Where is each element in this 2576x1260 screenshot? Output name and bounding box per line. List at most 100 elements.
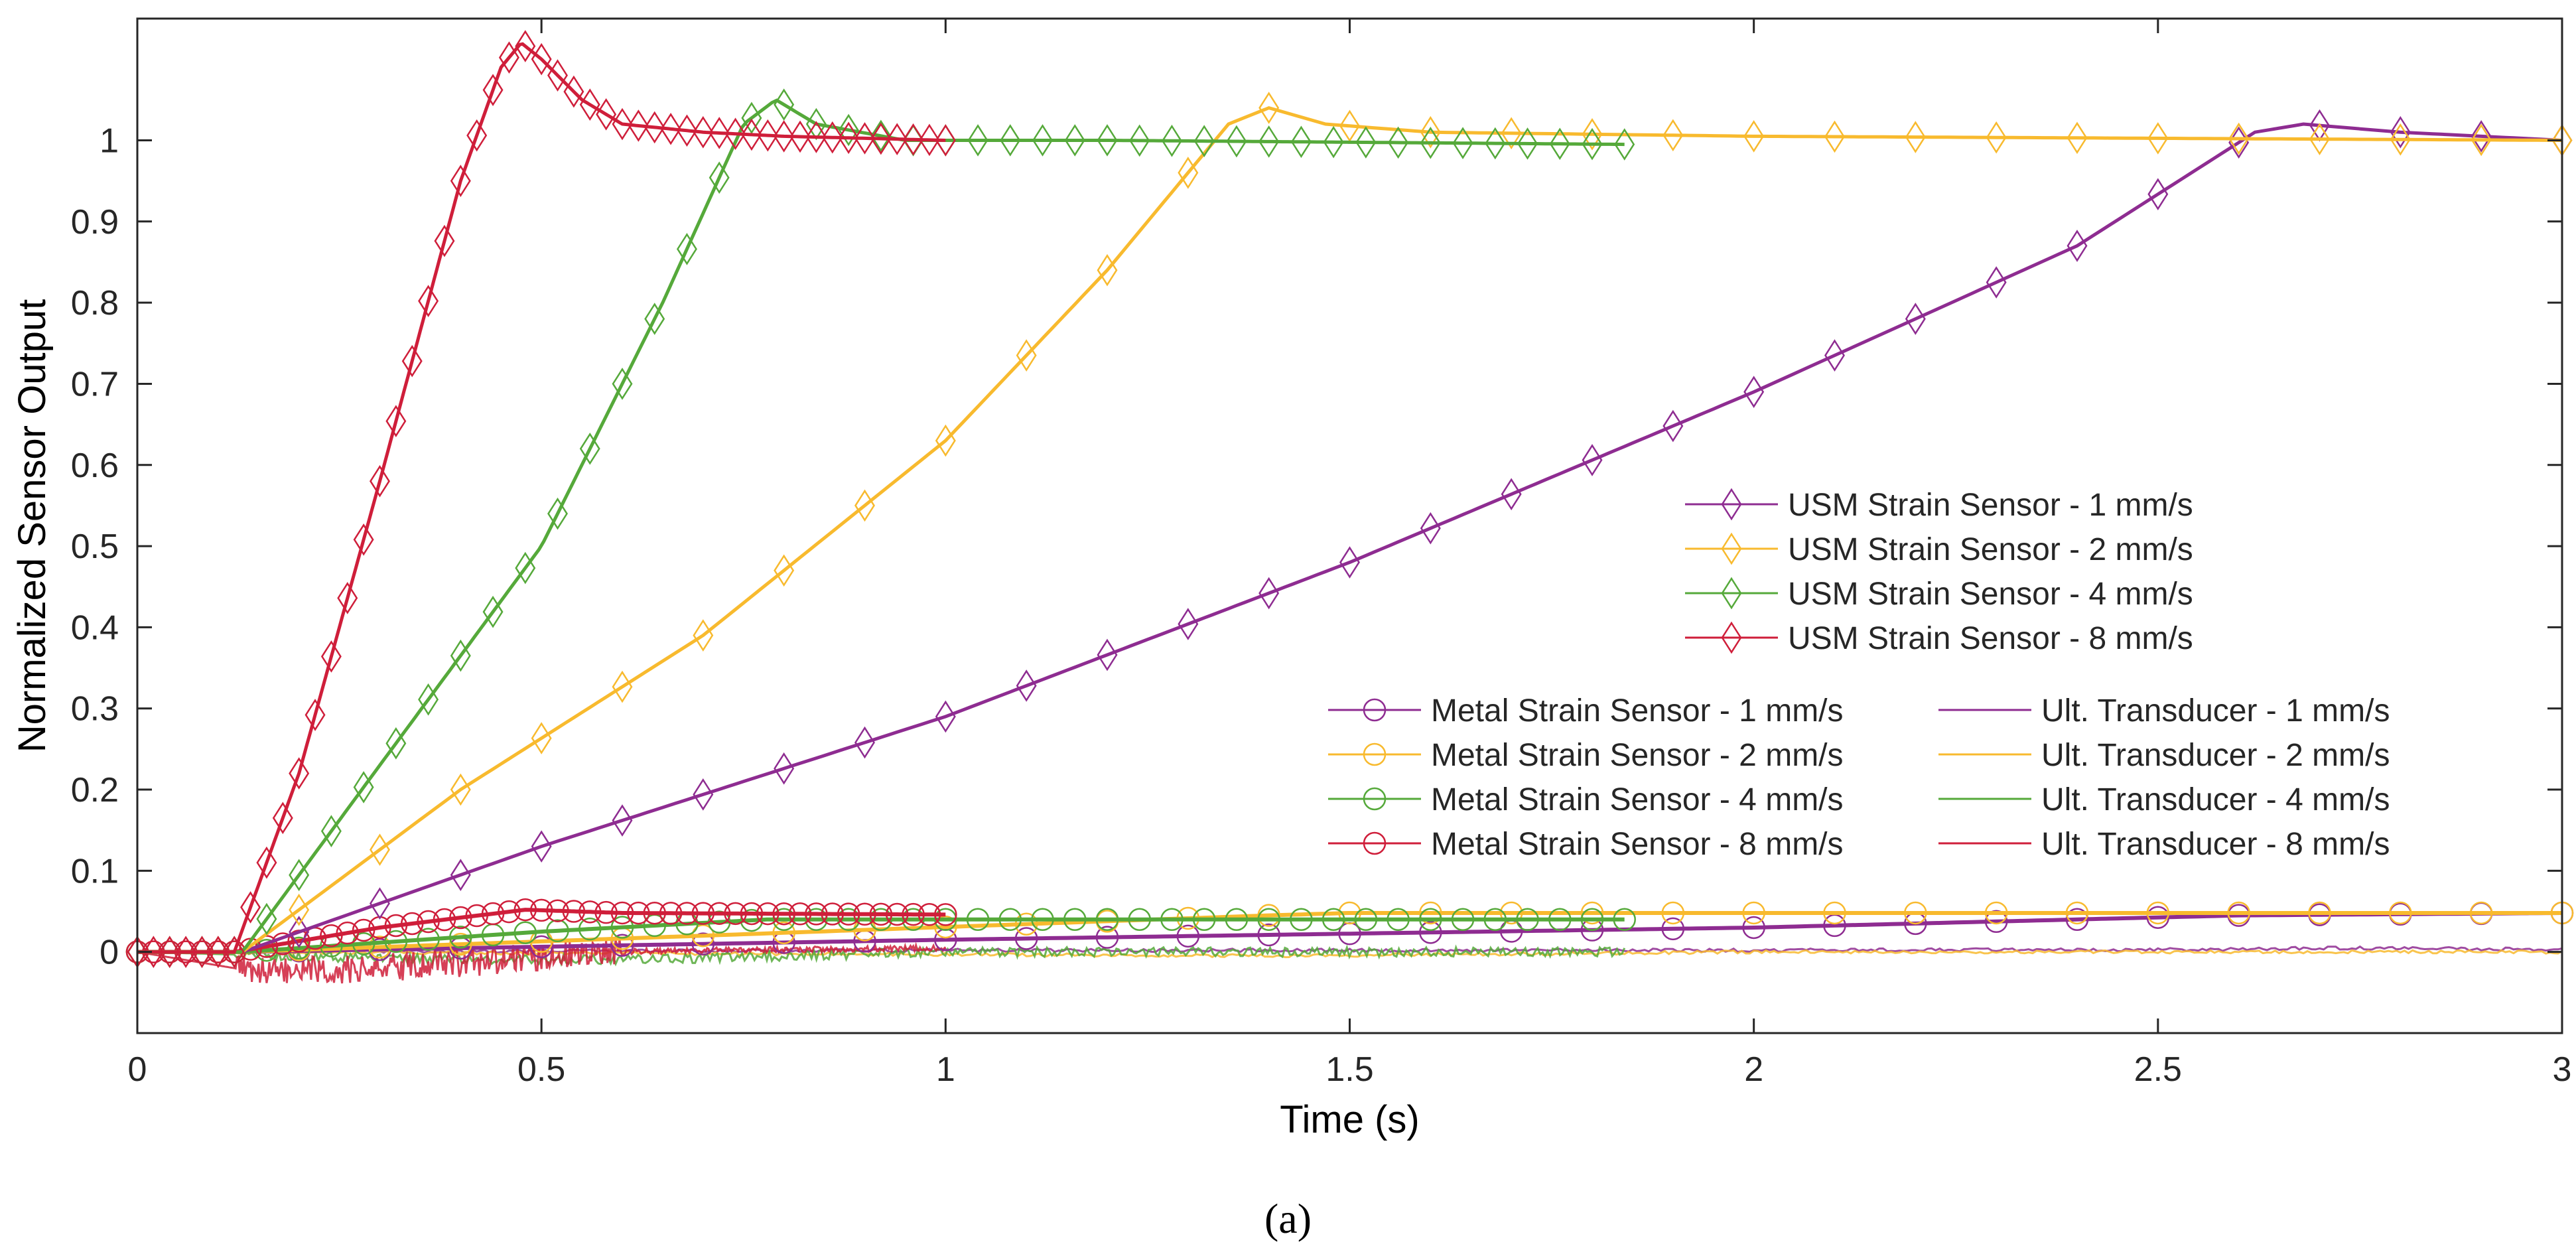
legend-entry: Ult. Transducer - 1 mm/s [1938,693,2390,729]
data-marker-circle [724,902,747,926]
legend-label: Metal Strain Sensor - 4 mm/s [1431,782,1844,817]
data-marker-diamond [935,124,956,157]
legend-entry: USM Strain Sensor - 8 mm/s [1685,621,2193,656]
data-marker-diamond [612,107,633,141]
data-marker-diamond [2147,122,2169,155]
data-marker-diamond [741,102,762,135]
legend: USM Strain Sensor - 1 mm/s USM Strain Sen… [1328,488,2390,862]
data-marker-diamond [515,551,536,585]
data-marker-diamond [320,640,342,673]
data-marker-circle [384,914,408,938]
data-marker-circle [1419,901,1442,925]
data-marker-diamond [1355,126,1377,159]
data-marker-circle [1419,908,1442,932]
data-marker-circle [966,908,990,932]
data-marker-diamond [353,523,374,556]
data-marker-circle [1063,908,1087,932]
data-marker-diamond [1097,124,1118,157]
x-tick-label: 0 [128,1050,147,1089]
data-marker-circle [1661,901,1685,925]
y-tick-label: 0.4 [71,608,119,647]
data-marker-diamond [774,752,795,785]
data-marker-diamond [967,124,988,157]
legend-entry: Ult. Transducer - 8 mm/s [1938,827,2390,862]
data-marker-diamond [644,303,665,335]
data-marker-diamond [1662,119,1684,152]
data-marker-circle [433,908,456,932]
data-marker-circle [2065,908,2089,932]
legend-marker-diamond [1721,621,1742,654]
data-marker-circle [2146,906,2170,929]
data-marker-diamond [2067,121,2088,155]
legend-label: Ult. Transducer - 1 mm/s [2041,693,2390,729]
data-marker-diamond [919,123,940,157]
data-marker-circle [529,935,553,959]
data-marker-circle [1176,924,1200,948]
data-marker-circle [1338,901,1361,925]
data-marker-circle [1904,901,1927,925]
data-marker-diamond [1517,127,1538,160]
data-marker-diamond [709,117,730,149]
legend-entry: Metal Strain Sensor - 4 mm/s [1328,782,1844,817]
data-marker-diamond [789,120,811,153]
data-marker-diamond [482,74,504,106]
data-marker-diamond [1388,126,1409,159]
data-marker-circle [513,921,537,945]
data-marker-circle [610,916,634,939]
data-marker-circle [449,906,472,930]
series-line [137,42,946,954]
data-marker-circle [610,934,634,957]
data-marker-diamond [547,497,569,530]
legend-entry: Metal Strain Sensor - 1 mm/s [1328,693,1844,729]
data-marker-diamond [838,121,859,155]
x-tick-label: 1 [936,1050,955,1089]
data-marker-diamond [370,887,390,920]
data-marker-diamond [175,936,196,969]
data-marker-diamond [1339,109,1360,143]
data-marker-diamond [1016,339,1037,372]
data-marker-circle [853,902,876,926]
data-marker-diamond [531,722,552,754]
data-marker-diamond [1582,127,1603,161]
data-marker-diamond [854,489,875,522]
data-marker-circle [1095,908,1119,932]
legend-label: USM Strain Sensor - 1 mm/s [1788,488,2193,523]
legend-marker-diamond [1721,532,1742,565]
data-marker-circle [837,902,860,926]
legend-entry: Metal Strain Sensor - 8 mm/s [1328,827,1844,862]
y-tick-label: 0.1 [71,852,119,890]
data-marker-diamond [596,98,617,131]
data-marker-circle [529,898,553,922]
data-marker-diamond [434,224,455,257]
data-marker-circle [869,902,893,926]
data-marker-circle [934,915,957,939]
data-marker-diamond [531,42,552,76]
y-tick-label: 0.9 [71,203,119,242]
data-marker-diamond [1986,266,2007,299]
data-marker-circle [2389,901,2412,925]
data-marker-diamond [1032,124,1053,157]
data-marker-diamond [741,118,762,151]
data-marker-circle [1580,908,1604,932]
data-marker-diamond [401,344,423,378]
data-marker-circle [917,903,941,926]
data-marker-circle [2146,901,2170,925]
data-marker-diamond [612,670,633,703]
data-marker-circle [384,930,408,953]
data-marker-circle [740,902,764,926]
data-marker-diamond [774,120,795,153]
data-marker-diamond [1549,127,1570,161]
data-marker-diamond [1452,127,1473,160]
data-marker-circle [1354,908,1378,932]
series-line [137,122,2563,954]
data-marker-diamond [854,726,875,759]
data-marker-diamond [870,119,892,153]
data-marker-circle [417,928,440,951]
data-marker-diamond [370,464,390,498]
data-marker-diamond [289,893,310,926]
series-line [137,911,2562,954]
legend-marker-circle [1363,698,1387,722]
data-marker-diamond [224,936,245,969]
data-marker-diamond [1178,157,1199,189]
data-marker-diamond [272,802,293,835]
